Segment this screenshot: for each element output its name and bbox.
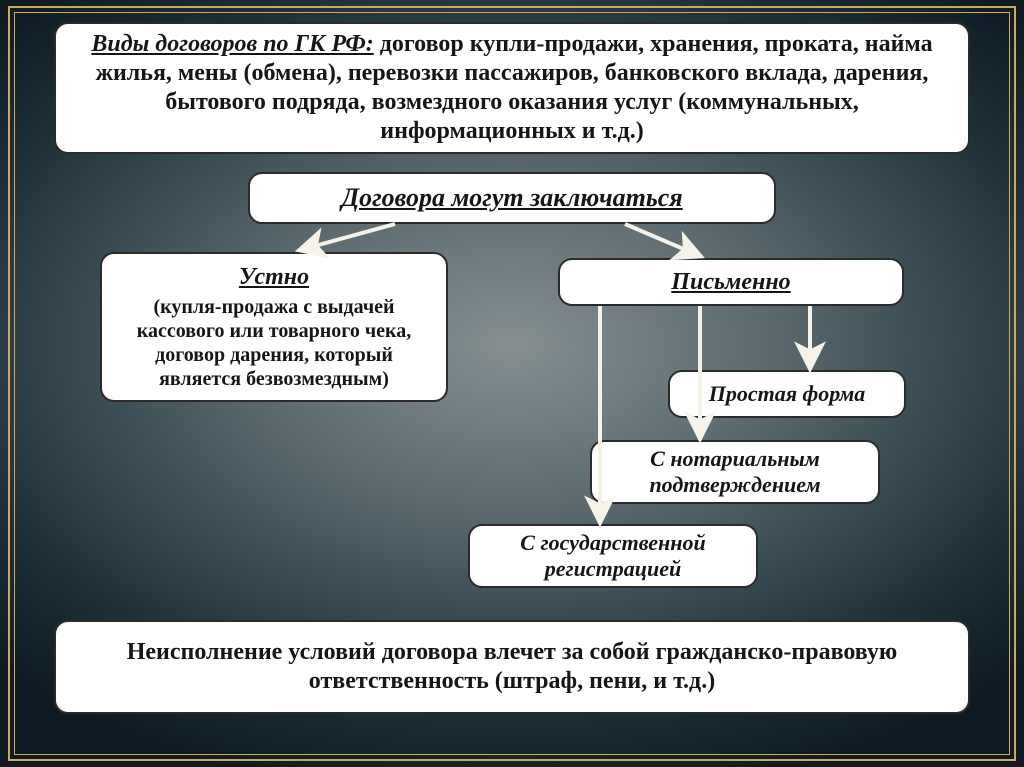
box-notary: С нотариальным подтверждением bbox=[590, 440, 880, 504]
box-statereg-text: С государственной регистрацией bbox=[482, 530, 744, 583]
box-bottom-text: Неисполнение условий договора влечет за … bbox=[68, 638, 956, 696]
box-bottom: Неисполнение условий договора влечет за … bbox=[54, 620, 970, 714]
box-oral-desc: (купля-продажа с выдачей кассового или т… bbox=[114, 295, 434, 391]
box-types: Виды договоров по ГК РФ: договор купли-п… bbox=[54, 22, 970, 154]
box-written-text: Письменно bbox=[572, 268, 890, 297]
box-types-text: Виды договоров по ГК РФ: договор купли-п… bbox=[68, 30, 956, 145]
box-simple-text: Простая форма bbox=[682, 381, 892, 407]
box-conclude: Договора могут заключаться bbox=[248, 172, 776, 224]
box-simple: Простая форма bbox=[668, 370, 906, 418]
box-oral: Устно (купля-продажа с выдачей кассового… bbox=[100, 252, 448, 402]
box-statereg: С государственной регистрацией bbox=[468, 524, 758, 588]
box-written: Письменно bbox=[558, 258, 904, 306]
box-types-lead: Виды договоров по ГК РФ: bbox=[91, 31, 373, 57]
box-notary-text: С нотариальным подтверждением bbox=[604, 446, 866, 499]
box-oral-title: Устно bbox=[114, 263, 434, 292]
box-conclude-text: Договора могут заключаться bbox=[262, 182, 762, 213]
